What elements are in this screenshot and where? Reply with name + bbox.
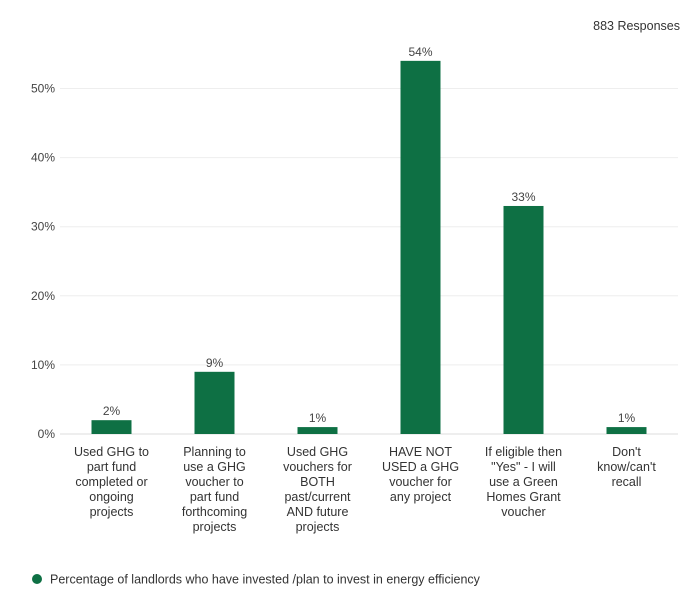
data-label: 1% — [309, 411, 327, 425]
bar[interactable] — [297, 427, 338, 434]
data-label: 54% — [408, 45, 432, 59]
bar[interactable] — [91, 420, 132, 434]
legend-label: Percentage of landlords who have investe… — [50, 573, 481, 587]
bar[interactable] — [606, 427, 647, 434]
y-tick-label: 30% — [31, 220, 55, 234]
x-axis: Used GHG to part fund completed or ongoing p… — [74, 445, 656, 534]
data-label: 33% — [511, 190, 535, 204]
legend-marker — [32, 574, 42, 584]
y-axis: 0% 10% 20% 30% 40% 50% — [31, 82, 55, 442]
x-tick-label: Planning to use a GHG voucher to part fund f… — [182, 445, 247, 534]
gridlines — [60, 88, 678, 435]
data-label: 1% — [618, 411, 636, 425]
data-label: 9% — [206, 356, 224, 370]
data-labels: 2% 9% 1% 54% 33% 1% — [103, 45, 636, 425]
x-tick-label: Used GHG vouchers for BOTH past/current AND … — [283, 445, 352, 534]
x-tick-label: Used GHG to part fund completed or ongoing p… — [74, 445, 149, 519]
y-tick-label: 20% — [31, 289, 55, 303]
bar[interactable] — [503, 205, 544, 434]
responses-count: 883 Responses — [593, 19, 680, 33]
y-tick-label: 50% — [31, 82, 55, 96]
y-tick-label: 40% — [31, 151, 55, 165]
x-tick-label: If eligible then "Yes" - I will use a Gree… — [485, 445, 562, 519]
x-tick-label: Don't know/can't recall — [597, 445, 656, 489]
y-tick-label: 10% — [31, 358, 55, 372]
bars — [91, 60, 647, 435]
x-tick-label: HAVE NOT USED a GHG voucher for any project — [382, 445, 459, 504]
bar[interactable] — [194, 371, 235, 434]
legend[interactable]: Percentage of landlords who have investe… — [32, 573, 481, 587]
bar[interactable] — [400, 60, 441, 435]
y-tick-label: 0% — [38, 427, 56, 441]
data-label: 2% — [103, 404, 121, 418]
